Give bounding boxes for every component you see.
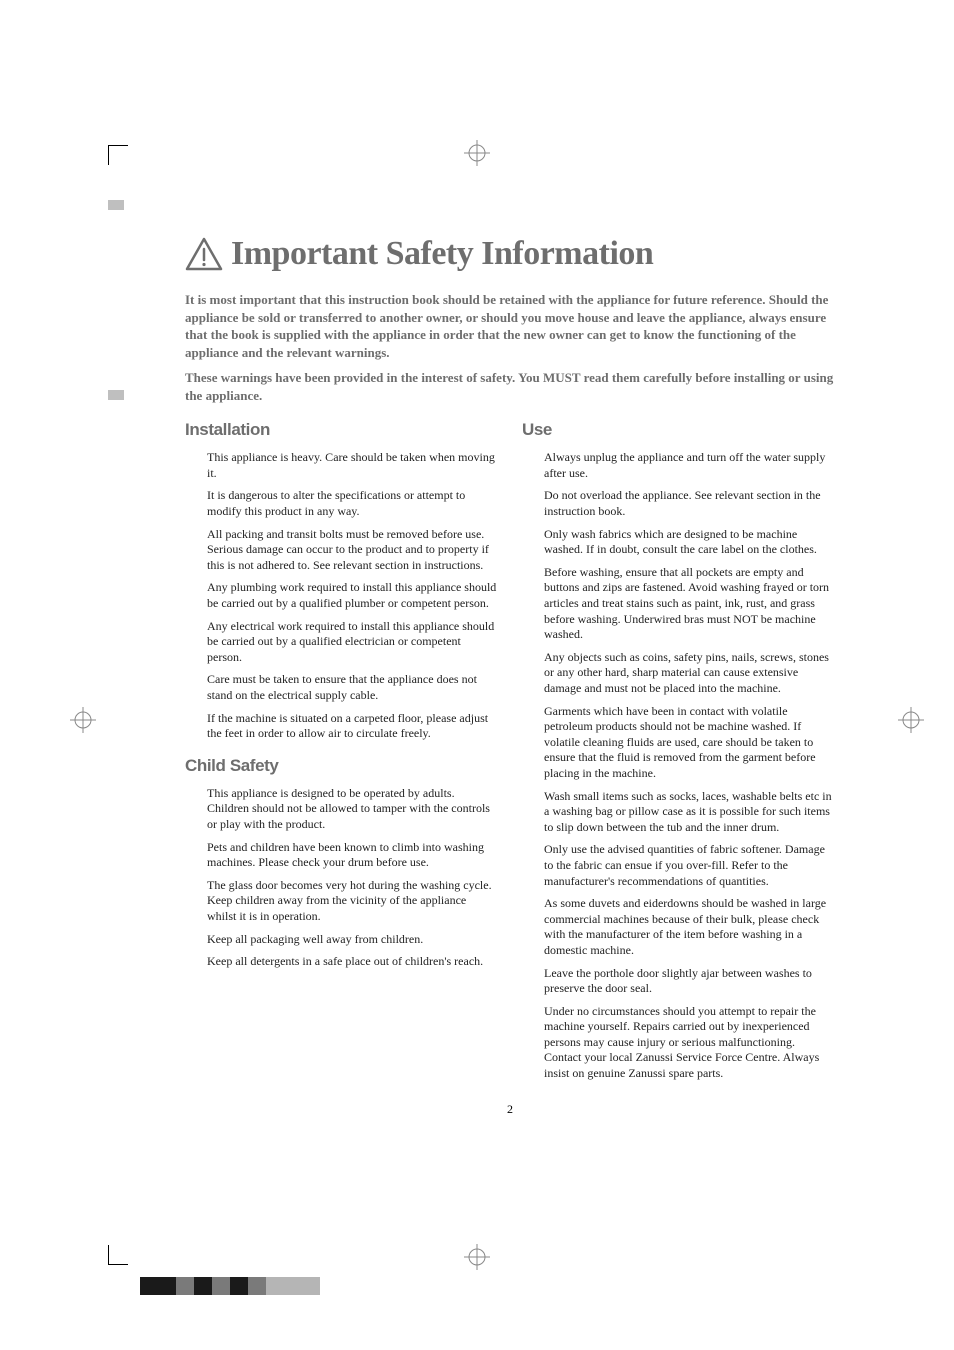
colorbar-swatch <box>140 1277 158 1295</box>
heading-installation: Installation <box>185 420 498 440</box>
page-title: Important Safety Information <box>231 235 653 273</box>
list-item: Pets and children have been known to cli… <box>207 840 498 871</box>
list-item: Garments which have been in contact with… <box>544 704 835 782</box>
list-item: Care must be taken to ensure that the ap… <box>207 672 498 703</box>
colorbar-swatch <box>194 1277 212 1295</box>
list-item: Only wash fabrics which are designed to … <box>544 527 835 558</box>
list-item: Leave the porthole door slightly ajar be… <box>544 966 835 997</box>
heading-use: Use <box>522 420 835 440</box>
intro-paragraph-2: These warnings have been provided in the… <box>185 369 835 404</box>
list-item: It is dangerous to alter the specificati… <box>207 488 498 519</box>
crop-mark-bl <box>108 1245 128 1265</box>
colorbar-swatch <box>212 1277 230 1295</box>
list-item: Keep all packaging well away from childr… <box>207 932 498 948</box>
colorbar-swatch <box>266 1277 284 1295</box>
list-item: This appliance is heavy. Care should be … <box>207 450 498 481</box>
list-item: This appliance is designed to be operate… <box>207 786 498 833</box>
list-item: Any plumbing work required to install th… <box>207 580 498 611</box>
crop-mark-tl <box>108 145 128 165</box>
list-item: If the machine is situated on a carpeted… <box>207 711 498 742</box>
child-safety-list: This appliance is designed to be operate… <box>185 786 498 970</box>
registration-mark-right <box>898 707 924 733</box>
colorbar-swatch <box>284 1277 302 1295</box>
list-item: Do not overload the appliance. See relev… <box>544 488 835 519</box>
content-columns: Installation This appliance is heavy. Ca… <box>185 416 835 1088</box>
list-item: All packing and transit bolts must be re… <box>207 527 498 574</box>
registration-mark-top <box>464 140 490 166</box>
list-item: Before washing, ensure that all pockets … <box>544 565 835 643</box>
colorbar-swatch <box>230 1277 248 1295</box>
list-item: Any electrical work required to install … <box>207 619 498 666</box>
colorbar-swatch <box>248 1277 266 1295</box>
registration-mark-left <box>70 707 96 733</box>
gray-marker-1 <box>108 200 124 210</box>
list-item: Any objects such as coins, safety pins, … <box>544 650 835 697</box>
use-list: Always unplug the appliance and turn off… <box>522 450 835 1081</box>
list-item: Only use the advised quantities of fabri… <box>544 842 835 889</box>
colorbar-swatch <box>158 1277 176 1295</box>
colorbar-swatch <box>176 1277 194 1295</box>
warning-icon <box>185 237 223 271</box>
print-colorbar <box>140 1277 320 1295</box>
page-number: 2 <box>507 1102 513 1117</box>
list-item: Keep all detergents in a safe place out … <box>207 954 498 970</box>
list-item: The glass door becomes very hot during t… <box>207 878 498 925</box>
registration-mark-bottom <box>464 1244 490 1270</box>
list-item: Wash small items such as socks, laces, w… <box>544 789 835 836</box>
right-column: Use Always unplug the appliance and turn… <box>522 416 835 1088</box>
list-item: Always unplug the appliance and turn off… <box>544 450 835 481</box>
list-item: Under no circumstances should you attemp… <box>544 1004 835 1082</box>
heading-child-safety: Child Safety <box>185 756 498 776</box>
colorbar-swatch <box>302 1277 320 1295</box>
gray-marker-2 <box>108 390 124 400</box>
intro-paragraph-1: It is most important that this instructi… <box>185 291 835 361</box>
page-content: Important Safety Information It is most … <box>185 235 835 1089</box>
left-column: Installation This appliance is heavy. Ca… <box>185 416 498 1088</box>
title-row: Important Safety Information <box>185 235 835 273</box>
list-item: As some duvets and eiderdowns should be … <box>544 896 835 958</box>
installation-list: This appliance is heavy. Care should be … <box>185 450 498 742</box>
